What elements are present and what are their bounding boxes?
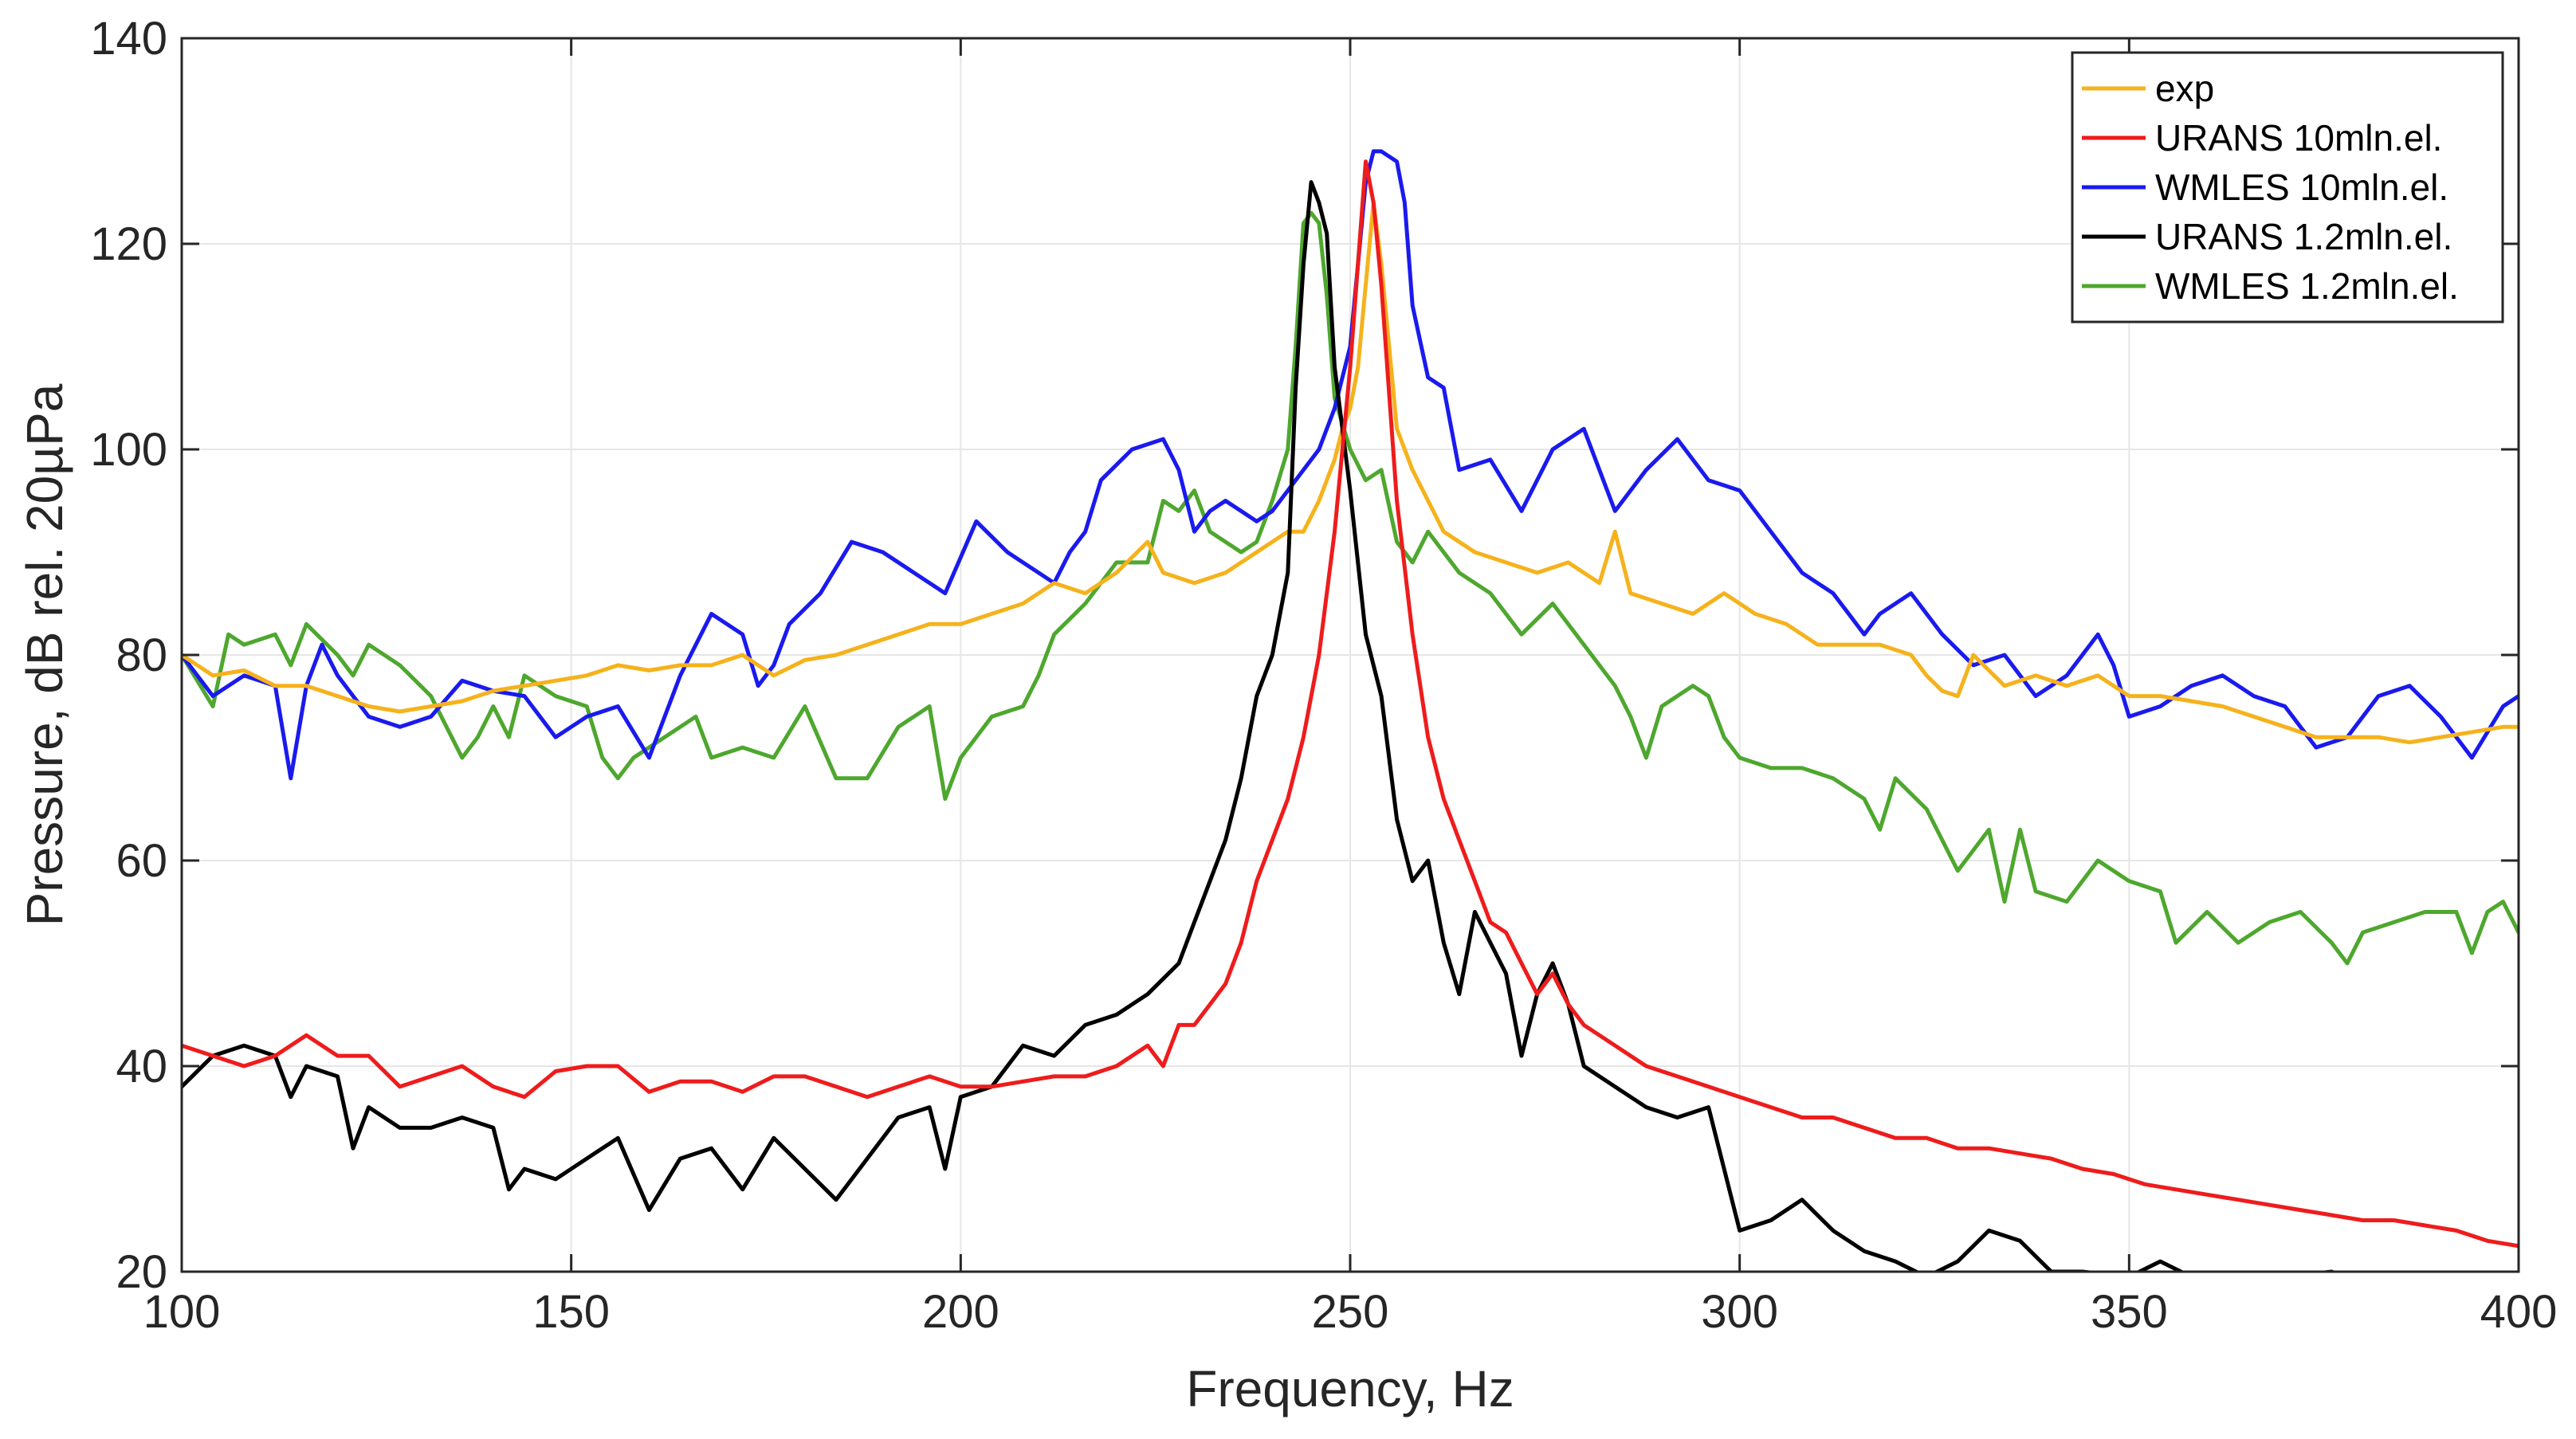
legend-label: URANS 1.2mln.el.: [2155, 216, 2452, 257]
legend-entry: WMLES 10mln.el.: [2082, 167, 2448, 208]
y-tick-label: 100: [90, 424, 167, 476]
x-tick-label: 250: [1312, 1286, 1389, 1338]
y-tick-label: 20: [116, 1246, 167, 1298]
legend-label: URANS 10mln.el.: [2155, 117, 2442, 159]
legend-label: WMLES 1.2mln.el.: [2155, 265, 2459, 307]
y-tick-label: 80: [116, 629, 167, 681]
series-line-wmles-10mln-el: [182, 149, 2519, 781]
y-tick-label: 140: [90, 13, 167, 65]
y-tick-label: 60: [116, 835, 167, 887]
x-tick-label: 300: [1701, 1286, 1778, 1338]
series-line-urans-10mln-el: [182, 159, 2519, 1249]
series-line-wmles-1-2mln-el: [182, 210, 2519, 966]
legend-entry: URANS 1.2mln.el.: [2082, 216, 2452, 257]
legend-entry: URANS 10mln.el.: [2082, 117, 2442, 159]
x-tick-label: 100: [143, 1286, 221, 1338]
x-tick-label: 400: [2480, 1286, 2558, 1338]
legend-entry: exp: [2082, 68, 2214, 109]
y-tick-label: 120: [90, 218, 167, 270]
legend-label: WMLES 10mln.el.: [2155, 167, 2448, 208]
legend-items: exp URANS 10mln.el. WMLES 10mln.el. URANS 1…: [2082, 68, 2459, 307]
x-tick-label: 200: [922, 1286, 999, 1338]
y-tick-label: 40: [116, 1041, 167, 1092]
x-tick-label: 350: [2091, 1286, 2168, 1338]
series-line-urans-1-2mln-el: [182, 180, 2337, 1272]
legend: exp URANS 10mln.el. WMLES 10mln.el. URANS 1…: [2071, 51, 2504, 323]
legend-entry: WMLES 1.2mln.el.: [2082, 265, 2459, 307]
y-axis-label: Pressure, dB rel. 20µPa: [16, 383, 73, 926]
x-tick-label: 150: [532, 1286, 610, 1338]
series-line-exp: [182, 200, 2519, 745]
legend-label: exp: [2155, 68, 2214, 109]
x-axis-label: Frequency, Hz: [1186, 1360, 1514, 1417]
series-group: [182, 149, 2519, 1272]
tick-labels: 100 150 200 250 300 350 400 20 40 60 80 100 120 140: [90, 13, 2557, 1338]
